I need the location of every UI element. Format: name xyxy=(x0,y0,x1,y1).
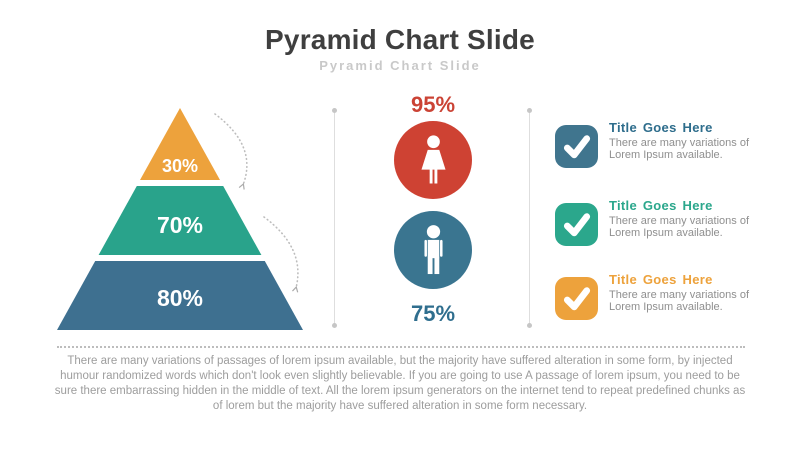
female-icon xyxy=(420,135,446,184)
female-circle xyxy=(394,121,472,199)
check-icon xyxy=(555,125,598,168)
pyramid-tier-middle-label: 70% xyxy=(157,212,203,238)
list-item: Title Goes Here There are many variation… xyxy=(555,198,760,246)
page-subtitle: Pyramid Chart Slide xyxy=(319,58,481,73)
guide-line-left xyxy=(332,108,337,328)
curved-arrows xyxy=(214,113,299,300)
guide-line-right xyxy=(527,108,532,328)
male-circle xyxy=(394,211,472,289)
female-percentage: 95% xyxy=(410,92,456,117)
list-item-description: There are many variations of Lorem Ipsum… xyxy=(609,215,750,239)
check-icon xyxy=(555,277,598,320)
list-item: Title Goes Here There are many variation… xyxy=(555,120,760,168)
list-item: Title Goes Here There are many variation… xyxy=(555,272,760,320)
footer-paragraph: There are many variations of passages of… xyxy=(54,355,746,412)
male-percentage: 75% xyxy=(410,301,456,326)
pyramid-tier-middle xyxy=(98,186,262,255)
guide-dot xyxy=(527,108,532,113)
curved-arrow-bottom-icon xyxy=(263,216,299,288)
check-icon xyxy=(555,203,598,246)
list-item-description: There are many variations of Lorem Ipsum… xyxy=(609,289,750,313)
list-item-title: Title Goes Here xyxy=(609,120,713,135)
pyramid-tier-bottom xyxy=(57,261,303,330)
guide-dot xyxy=(527,323,532,328)
list-item-title: Title Goes Here xyxy=(609,272,713,287)
pyramid-chart: 30% 70% 80% xyxy=(57,108,303,330)
curved-arrow-top-icon xyxy=(214,113,248,185)
list-item-description: There are many variations of Lorem Ipsum… xyxy=(609,137,750,161)
guide-dot xyxy=(332,108,337,113)
list-item-title: Title Goes Here xyxy=(609,198,713,213)
male-icon xyxy=(423,225,443,275)
page-title: Pyramid Chart Slide xyxy=(265,24,535,55)
pyramid-tier-bottom-label: 80% xyxy=(157,285,203,311)
pyramid-tier-top xyxy=(140,108,220,180)
pyramid-tier-top-label: 30% xyxy=(162,156,198,176)
dotted-divider xyxy=(57,346,745,348)
guide-dot xyxy=(332,323,337,328)
